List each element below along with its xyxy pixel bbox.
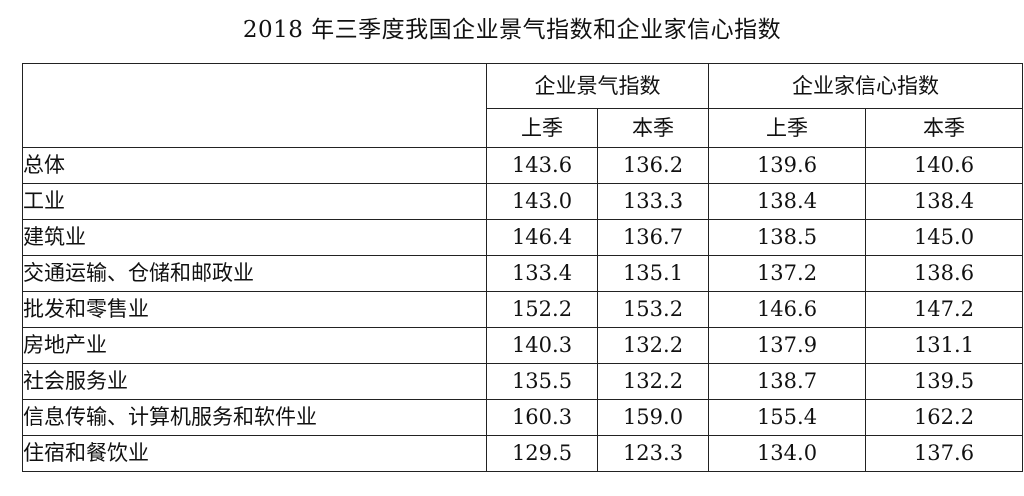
value-cell: 134.0 [708,435,866,472]
header-this-quarter: 本季 [597,108,709,148]
header-last-quarter: 上季 [708,108,866,148]
value-cell: 146.6 [708,291,866,328]
value-cell: 140.6 [865,147,1023,184]
header-this-quarter: 本季 [865,108,1023,148]
value-cell: 137.2 [708,255,866,292]
value-cell: 137.9 [708,327,866,364]
value-cell: 137.6 [865,435,1023,472]
value-cell: 138.4 [708,183,866,220]
header-blank-cell [22,63,487,148]
value-cell: 152.2 [486,291,598,328]
value-cell: 138.7 [708,363,866,400]
value-cell: 159.0 [597,399,709,436]
value-cell: 138.6 [865,255,1023,292]
table-row: 信息传输、计算机服务和软件业 160.3 159.0 155.4 162.2 [22,399,1023,436]
row-label: 交通运输、仓储和邮政业 [22,255,487,292]
value-cell: 139.5 [865,363,1023,400]
value-cell: 135.1 [597,255,709,292]
value-cell: 155.4 [708,399,866,436]
row-label: 房地产业 [22,327,487,364]
table-row: 批发和零售业 152.2 153.2 146.6 147.2 [22,291,1023,328]
table-body: 总体 143.6 136.2 139.6 140.6 工业 143.0 133.3 138.4 1… [22,147,1023,472]
value-cell: 133.4 [486,255,598,292]
value-cell: 123.3 [597,435,709,472]
value-cell: 133.3 [597,183,709,220]
value-cell: 135.5 [486,363,598,400]
value-cell: 147.2 [865,291,1023,328]
header-last-quarter: 上季 [486,108,598,148]
value-cell: 136.7 [597,219,709,256]
value-cell: 146.4 [486,219,598,256]
table-row: 总体 143.6 136.2 139.6 140.6 [22,147,1023,184]
table-row: 社会服务业 135.5 132.2 138.7 139.5 [22,363,1023,400]
value-cell: 131.1 [865,327,1023,364]
table-row: 工业 143.0 133.3 138.4 138.4 [22,183,1023,220]
row-label: 批发和零售业 [22,291,487,328]
row-label: 信息传输、计算机服务和软件业 [22,399,487,436]
value-cell: 160.3 [486,399,598,436]
value-cell: 143.6 [486,147,598,184]
value-cell: 143.0 [486,183,598,220]
value-cell: 138.4 [865,183,1023,220]
row-label: 建筑业 [22,219,487,256]
table-row: 交通运输、仓储和邮政业 133.4 135.1 137.2 138.6 [22,255,1023,292]
header-business-climate-index: 企业景气指数 [486,63,709,109]
value-cell: 132.2 [597,363,709,400]
row-label: 总体 [22,147,487,184]
value-cell: 153.2 [597,291,709,328]
table-row: 建筑业 146.4 136.7 138.5 145.0 [22,219,1023,256]
value-cell: 138.5 [708,219,866,256]
value-cell: 162.2 [865,399,1023,436]
row-label: 工业 [22,183,487,220]
header-row-groups: 企业景气指数 企业家信心指数 [22,63,1023,148]
value-cell: 145.0 [865,219,1023,256]
index-table: 企业景气指数 企业家信心指数 上季 本季 上季 本季 总体 143.6 136.2 1… [22,63,1023,472]
value-cell: 136.2 [597,147,709,184]
table-title: 2018 年三季度我国企业景气指数和企业家信心指数 [242,17,782,43]
table-row: 住宿和餐饮业 129.5 123.3 134.0 137.6 [22,435,1023,472]
value-cell: 129.5 [486,435,598,472]
table-row: 房地产业 140.3 132.2 137.9 131.1 [22,327,1023,364]
header-entrepreneur-confidence-index: 企业家信心指数 [708,63,1023,109]
value-cell: 140.3 [486,327,598,364]
value-cell: 139.6 [708,147,866,184]
row-label: 社会服务业 [22,363,487,400]
row-label: 住宿和餐饮业 [22,435,487,472]
value-cell: 132.2 [597,327,709,364]
